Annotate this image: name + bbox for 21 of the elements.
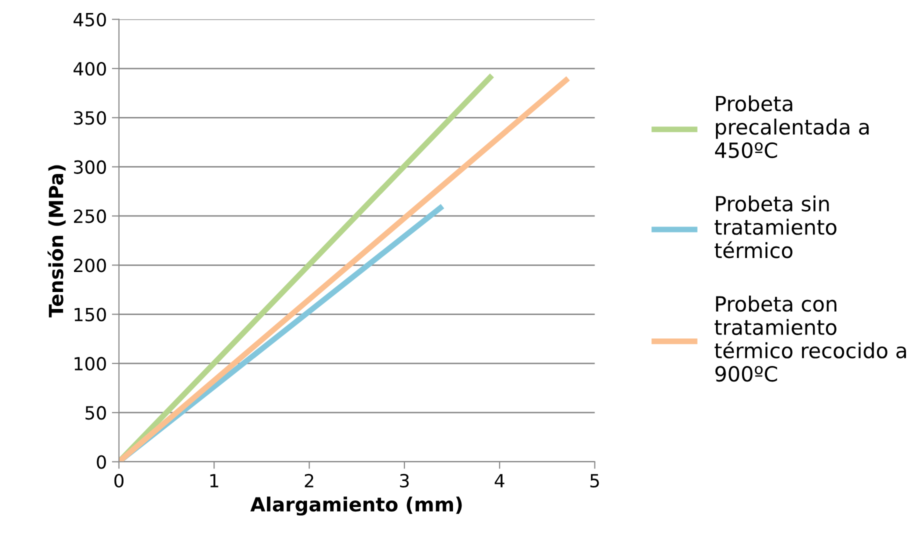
x-tick-label: 3 [400, 474, 409, 488]
y-tick-label: 150 [74, 308, 106, 322]
x-tick-label: 4 [494, 474, 504, 488]
x-tick-label: 5 [590, 474, 599, 488]
x-tick-label: 2 [304, 474, 314, 488]
y-tick-label: 400 [74, 62, 106, 76]
y-tick-label: 250 [74, 209, 106, 224]
x-tick-label: 1 [210, 474, 218, 488]
x-axis-title: Alargamiento (mm) [250, 496, 462, 516]
y-tick-label: 0 [96, 455, 106, 469]
y-axis-title: Tensión (MPa) [48, 165, 66, 318]
legend-label: Probeta con tratamiento térmico recocido a 900ºC [714, 296, 906, 382]
y-tick-label: 450 [74, 12, 106, 26]
y-tick-label: 50 [86, 406, 106, 420]
y-tick-label: 200 [74, 258, 106, 272]
x-tick-label: 0 [114, 474, 124, 488]
y-tick-label: 100 [74, 356, 106, 371]
y-tick-label: 350 [74, 111, 106, 125]
legend-label: Probeta precalentada a 450ºC [715, 95, 869, 158]
legend-label: Probeta sin tratamiento térmico [714, 195, 836, 258]
y-tick-label: 300 [74, 160, 106, 174]
